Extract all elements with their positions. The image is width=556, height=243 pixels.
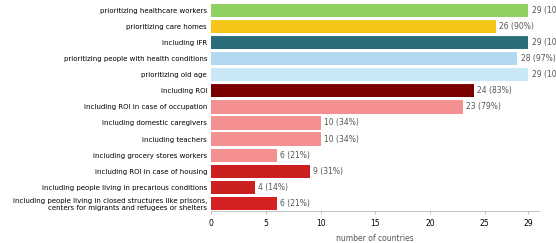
Text: 24 (83%): 24 (83%) [477,86,512,95]
Bar [211,100,463,113]
Text: 10 (34%): 10 (34%) [324,135,359,144]
Bar [211,68,528,81]
Bar [211,181,255,194]
Bar [211,4,528,17]
Text: 9 (31%): 9 (31%) [313,167,343,176]
Text: 6 (21%): 6 (21%) [280,151,310,160]
X-axis label: number of countries: number of countries [336,234,414,243]
Bar [211,148,277,162]
Text: 29 (100%): 29 (100%) [532,38,556,47]
Text: 23 (79%): 23 (79%) [466,102,501,112]
Text: 26 (90%): 26 (90%) [499,22,534,31]
Bar [211,20,495,33]
Bar [211,132,321,146]
Text: 10 (34%): 10 (34%) [324,119,359,128]
Bar [211,197,277,210]
Bar [211,116,321,130]
Bar [211,52,518,65]
Text: 29 (100%): 29 (100%) [532,6,556,15]
Bar [211,36,528,49]
Text: 6 (21%): 6 (21%) [280,199,310,208]
Bar [211,165,310,178]
Text: 28 (97%): 28 (97%) [521,54,555,63]
Text: 4 (14%): 4 (14%) [259,183,289,192]
Bar [211,84,474,97]
Text: 29 (100%): 29 (100%) [532,70,556,79]
